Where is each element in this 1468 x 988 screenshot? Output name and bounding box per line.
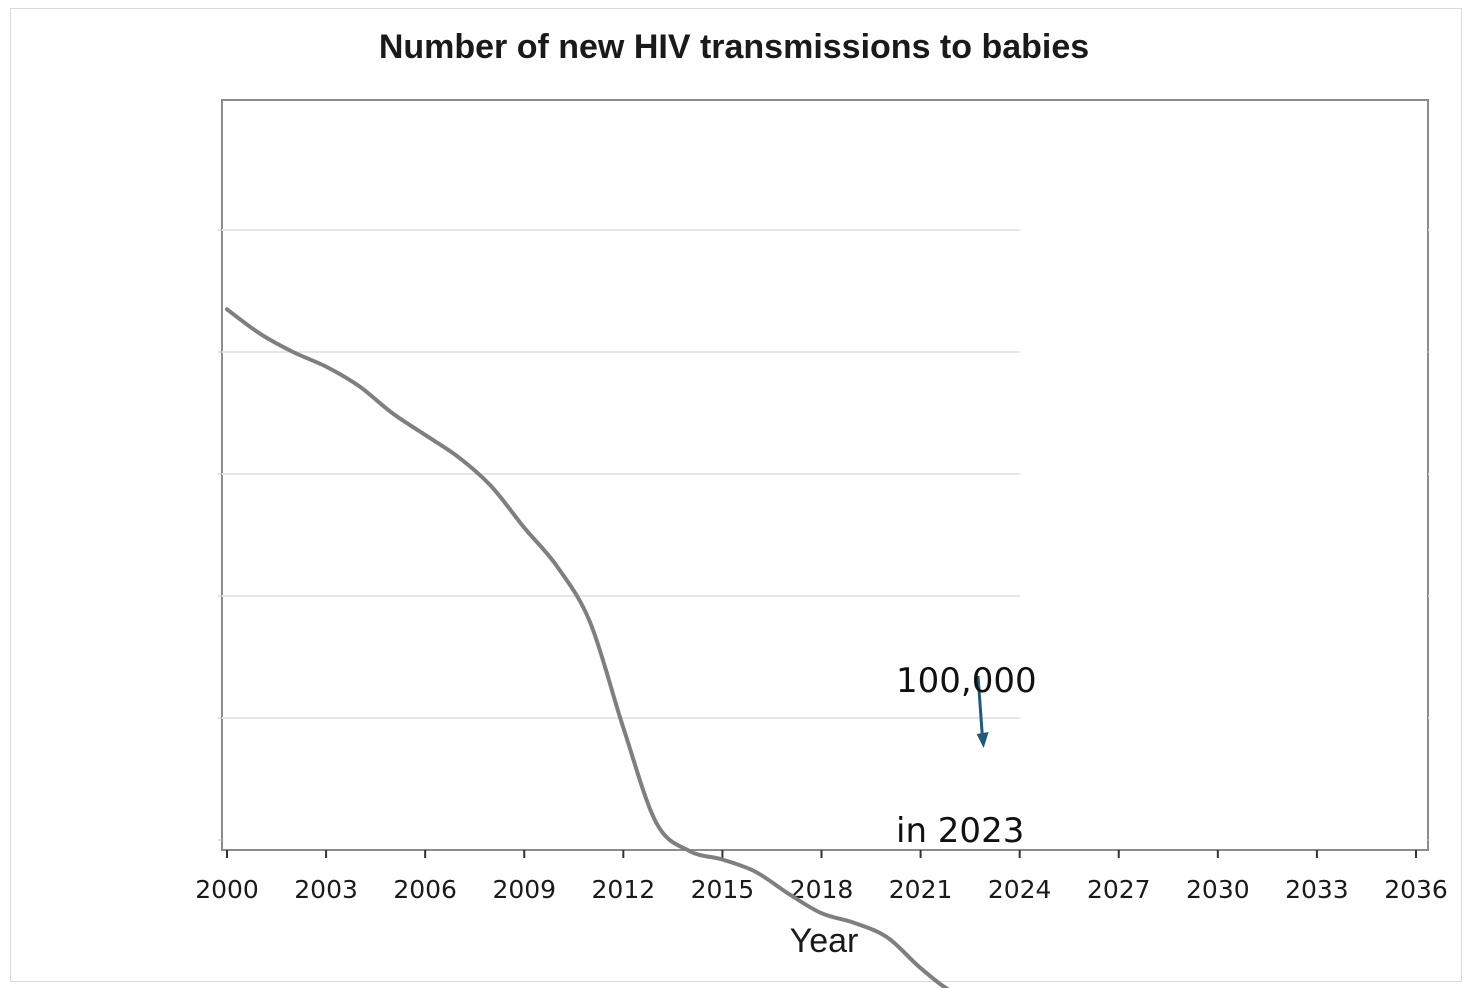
x-tick-label: 2015 [691,875,755,904]
x-tick-label: 2033 [1285,875,1349,904]
x-axis-label: Year [789,922,859,960]
chart-title: Number of new HIV transmissions to babie… [378,28,1090,66]
x-tick-label: 2006 [393,875,457,904]
x-tick-label: 2024 [988,875,1052,904]
x-tick-label: 2027 [1087,875,1151,904]
x-tick-label: 2000 [195,875,259,904]
x-tick-label: 2036 [1384,875,1448,904]
annotation-arrowhead [976,732,989,748]
series-line [225,307,950,988]
chart-frame [10,8,1462,982]
x-tick-label: 2003 [294,875,358,904]
x-tick-label: 2030 [1186,875,1250,904]
x-tick-label: 2012 [592,875,656,904]
annotation-line-1: 100,000 [896,661,1037,701]
annotation-line-2: in 2023 [896,811,1025,851]
annotation-arrow [976,675,985,741]
x-tick-label: 2021 [889,875,953,904]
chart-annotation: 100,000 in 2023 [896,556,1037,906]
x-tick-label: 2009 [492,875,556,904]
